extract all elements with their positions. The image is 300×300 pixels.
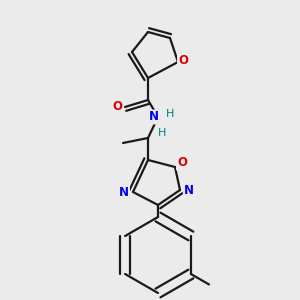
Text: H: H <box>166 109 174 119</box>
Text: O: O <box>178 53 188 67</box>
Text: O: O <box>112 100 122 112</box>
Text: O: O <box>177 157 187 169</box>
Text: N: N <box>149 110 159 124</box>
Text: H: H <box>158 128 166 138</box>
Text: N: N <box>119 187 129 200</box>
Text: N: N <box>184 184 194 197</box>
